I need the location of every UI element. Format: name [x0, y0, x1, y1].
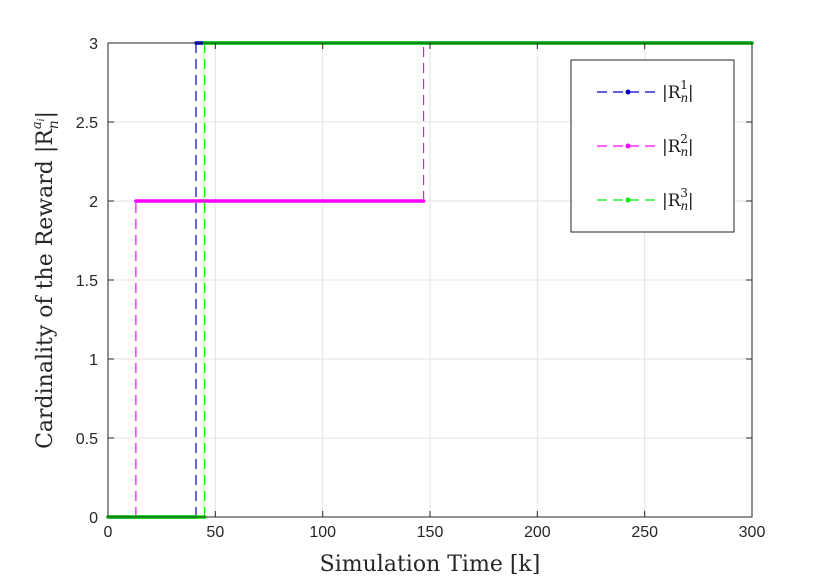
- x-axis-label: Simulation Time [k]: [320, 552, 541, 577]
- legend-label: |Rn1|: [662, 78, 694, 105]
- legend-item-3: |Rn3|: [597, 186, 694, 213]
- x-tick-label: 250: [631, 524, 658, 541]
- y-tick-label: 0.5: [76, 431, 98, 448]
- x-tick-label: 200: [524, 524, 551, 541]
- ticks: [107, 42, 753, 518]
- legend-item-2: |Rn2|: [597, 132, 694, 159]
- legend-label: |Rn3|: [662, 186, 694, 213]
- y-tick-label: 2.5: [76, 115, 98, 132]
- y-tick-label: 0: [89, 510, 98, 527]
- legend-item-1: |Rn1|: [597, 78, 694, 105]
- x-tick-label: 150: [417, 524, 444, 541]
- x-tick-label: 300: [739, 524, 766, 541]
- x-tick-label: 0: [104, 524, 113, 541]
- series-2-point: [421, 199, 426, 203]
- legend-label: |Rn2|: [662, 132, 694, 159]
- legend-swatch-marker: [625, 143, 631, 149]
- y-tick-label: 1.5: [76, 273, 98, 290]
- y-tick-label: 1: [89, 352, 98, 369]
- x-tick-label: 100: [309, 524, 336, 541]
- series-2-point: [134, 199, 138, 203]
- legend-swatch-marker: [625, 197, 631, 203]
- y-tick-label: 2: [89, 194, 98, 211]
- legend: |Rn1| |Rn2| |Rn3|: [570, 59, 735, 233]
- legend-swatch-marker: [625, 89, 631, 95]
- y-tick-label: 3: [89, 36, 98, 53]
- y-axis-label: Cardinality of the Reward |Rnai|: [30, 111, 62, 449]
- tick-labels: 0 50 100 150 200 250 300 0 0.5 1 1.5 2 2.5 3: [76, 36, 766, 541]
- x-tick-label: 50: [206, 524, 224, 541]
